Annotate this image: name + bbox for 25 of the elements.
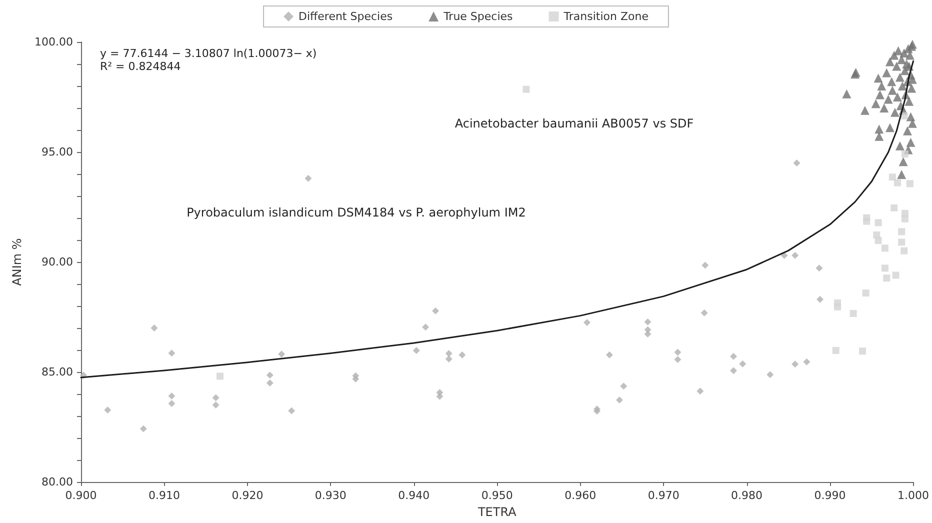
y-tick-label: 95.00 — [42, 146, 73, 158]
annotation: R² = 0.824844 — [100, 60, 181, 73]
y-tick-label: 100.00 — [34, 36, 73, 48]
legend-label: Different Species — [298, 10, 393, 23]
legend-label: Transition Zone — [562, 10, 649, 23]
y-axis-title: ANIm % — [10, 238, 24, 286]
x-tick-label: 0.990 — [814, 489, 846, 502]
y-tick-label: 80.00 — [42, 476, 73, 488]
x-tick-label: 0.920 — [232, 489, 264, 502]
legend-label: True Species — [442, 10, 514, 23]
y-tick-label: 90.00 — [42, 256, 73, 268]
y-tick-label: 85.00 — [42, 366, 73, 378]
x-tick-label: 0.960 — [564, 489, 596, 502]
x-axis-title: TETRA — [476, 505, 518, 519]
x-tick-label: 0.980 — [731, 489, 763, 502]
x-tick-label: 0.900 — [65, 489, 97, 502]
x-tick-label: 0.930 — [314, 489, 346, 502]
x-tick-label: 0.950 — [481, 489, 513, 502]
x-tick-label: 1.000 — [898, 489, 930, 502]
x-tick-label: 0.970 — [648, 489, 680, 502]
x-tick-label: 0.910 — [148, 489, 180, 502]
x-tick-label: 0.940 — [398, 489, 430, 502]
annotation: y = 77.6144 − 3.10807 ln(1.00073− x) — [100, 47, 317, 60]
annotation: Pyrobaculum islandicum DSM4184 vs P. aerophylum IM2 — [186, 205, 526, 220]
annotation: Acinetobacter baumanii AB0057 vs SDF — [454, 116, 694, 130]
